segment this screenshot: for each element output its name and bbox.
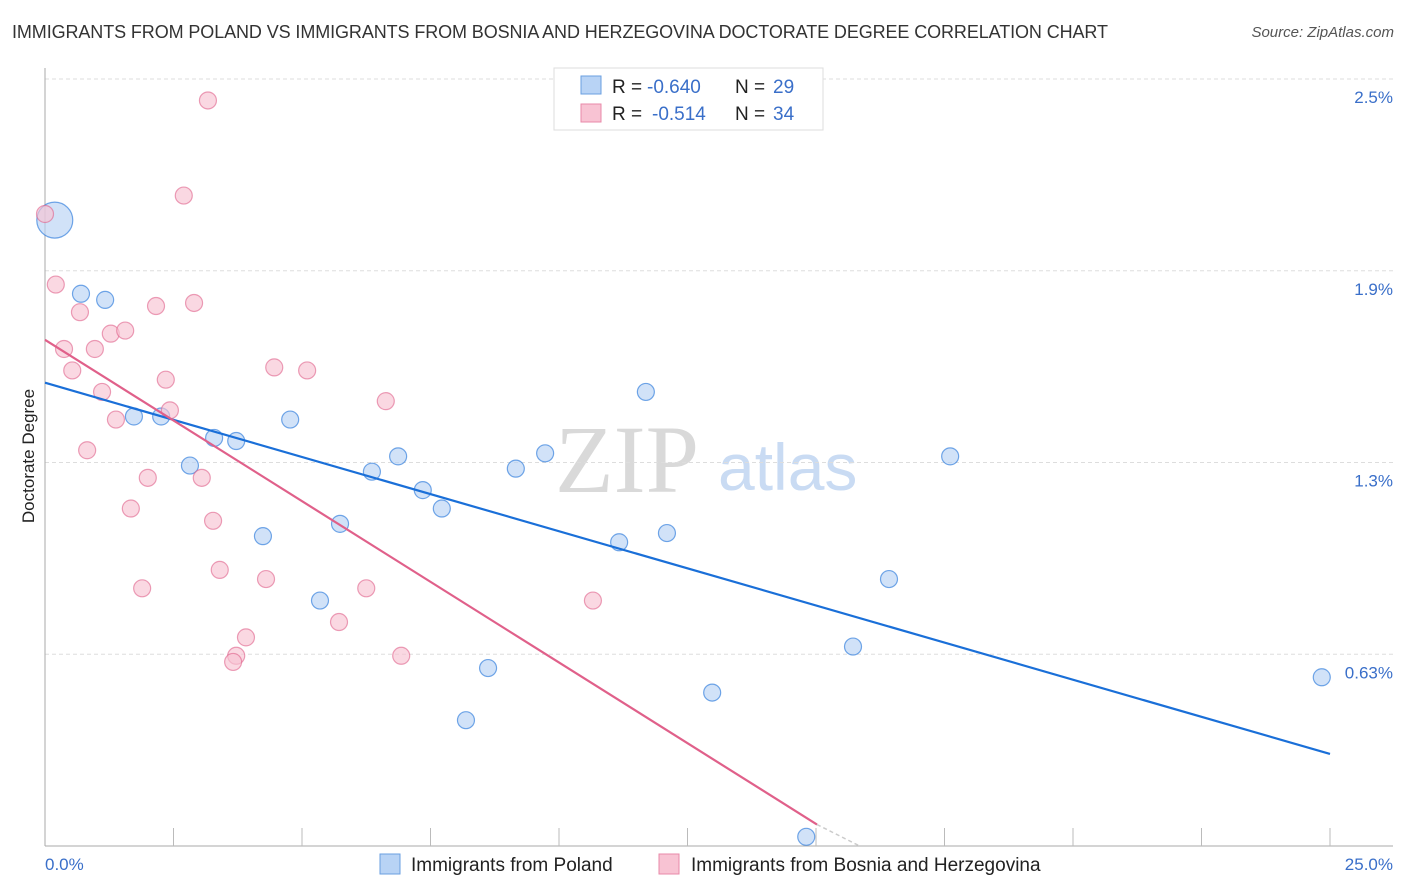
y-tick-label: 2.5% — [1354, 88, 1393, 107]
x-tick-label: 0.0% — [45, 855, 84, 874]
data-point-poland — [636, 382, 655, 402]
data-point-poland — [536, 444, 555, 463]
trend-line-bosnia — [44, 338, 818, 826]
data-point-bosnia — [156, 370, 175, 389]
data-point-bosnia — [133, 579, 152, 598]
data-point-bosnia — [106, 410, 126, 429]
data-point-bosnia — [256, 569, 276, 589]
r-label: R = — [612, 77, 642, 98]
data-point-bosnia — [203, 511, 223, 530]
data-point-poland — [843, 637, 863, 656]
data-point-bosnia — [192, 468, 211, 487]
r-label: R = — [612, 104, 642, 125]
data-point-poland — [506, 459, 525, 478]
n-label: N = — [735, 104, 765, 125]
data-point-bosnia — [392, 646, 411, 665]
data-point-bosnia — [35, 204, 55, 224]
data-point-poland — [1312, 668, 1331, 687]
data-point-bosnia — [357, 579, 376, 598]
data-point-bosnia — [174, 186, 193, 205]
data-point-bosnia — [376, 392, 395, 411]
x-tick-label: 25.0% — [1345, 855, 1393, 874]
data-point-bosnia — [298, 361, 317, 380]
watermark-atlas: atlas — [718, 430, 857, 504]
bottom-legend: Immigrants from Poland Immigrants from B… — [379, 853, 1041, 876]
y-tick-label: 1.3% — [1354, 472, 1393, 491]
data-point-poland — [281, 410, 300, 429]
n-label: N = — [735, 77, 765, 98]
data-point-poland — [657, 523, 677, 543]
data-point-bosnia — [236, 628, 256, 647]
data-point-poland — [456, 711, 476, 730]
y-tick-label: 1.9% — [1354, 280, 1393, 299]
data-point-poland — [432, 499, 451, 518]
data-point-bosnia — [583, 591, 603, 610]
data-point-bosnia — [265, 358, 284, 377]
data-point-poland — [227, 431, 246, 451]
r-value-poland: -0.640 — [647, 77, 701, 98]
data-point-bosnia — [146, 296, 166, 316]
legend-swatch-bosnia — [580, 103, 602, 123]
data-point-bosnia — [85, 339, 104, 359]
data-point-poland — [703, 683, 722, 702]
trend-line-poland — [44, 381, 1331, 756]
data-point-poland — [797, 827, 816, 846]
data-point-poland — [96, 290, 115, 309]
data-point-bosnia — [63, 361, 82, 380]
r-value-bosnia: -0.514 — [652, 104, 706, 125]
data-point-bosnia — [198, 91, 218, 110]
data-point-poland — [478, 658, 498, 678]
watermark-zip: ZIP — [555, 406, 699, 513]
data-point-bosnia — [121, 499, 140, 518]
data-point-bosnia — [46, 275, 65, 294]
n-value-poland: 29 — [773, 77, 794, 98]
data-point-poland — [253, 527, 273, 546]
y-axis-label: Doctorate Degree — [19, 389, 38, 523]
legend-swatch-bosnia — [658, 853, 680, 875]
data-point-bosnia — [329, 612, 349, 632]
legend-label-bosnia: Immigrants from Bosnia and Herzegovina — [691, 855, 1041, 876]
n-value-bosnia: 34 — [773, 104, 795, 125]
y-tick-label: 0.63% — [1345, 663, 1393, 682]
data-point-bosnia — [70, 303, 90, 322]
data-point-poland — [310, 591, 330, 610]
data-point-poland — [389, 447, 408, 466]
data-point-bosnia — [78, 441, 97, 460]
data-point-bosnia — [210, 560, 229, 579]
data-point-bosnia — [184, 293, 204, 313]
data-point-bosnia — [92, 382, 112, 402]
source-label: Source: ZipAtlas.com — [1251, 24, 1394, 41]
data-point-poland — [879, 569, 899, 589]
legend-swatch-poland — [580, 75, 602, 95]
chart-title: IMMIGRANTS FROM POLAND VS IMMIGRANTS FRO… — [12, 22, 1108, 42]
data-point-bosnia — [138, 468, 157, 487]
trend-extension-bosnia — [816, 823, 861, 847]
data-point-bosnia — [116, 321, 135, 340]
legend-label-poland: Immigrants from Poland — [411, 855, 613, 876]
data-point-bosnia — [224, 652, 243, 672]
data-point-poland — [941, 447, 960, 466]
legend-swatch-poland — [379, 853, 401, 875]
legend-stats-box: R = -0.640 N = 29 R = -0.514 N = 34 — [553, 67, 824, 131]
data-point-poland — [71, 284, 91, 303]
data-point-poland — [180, 456, 200, 475]
